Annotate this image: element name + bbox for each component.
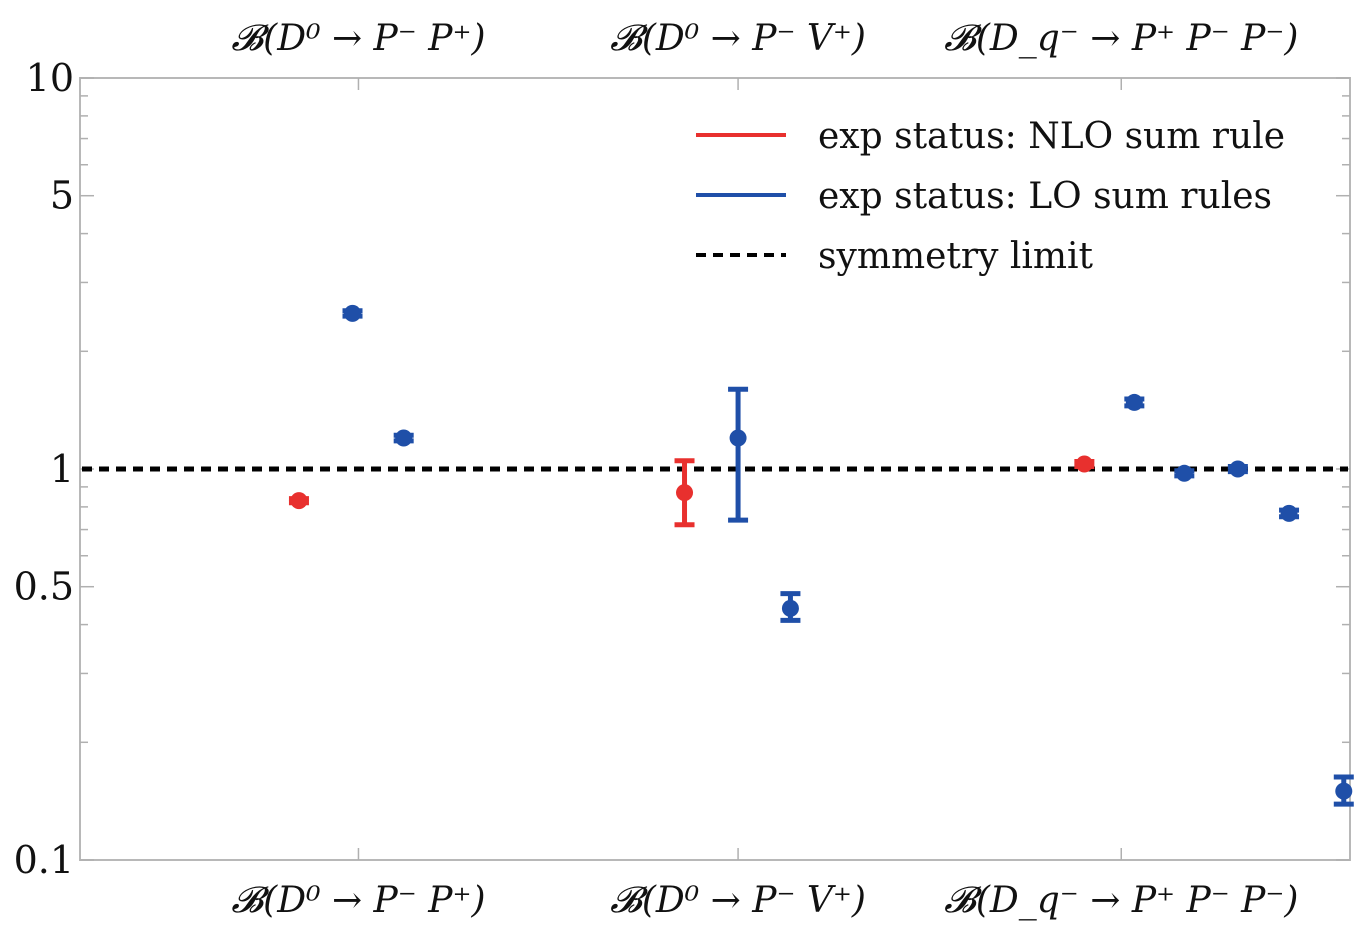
data-point: [1174, 464, 1195, 482]
marker: [1075, 455, 1093, 473]
marker: [1280, 504, 1298, 522]
legend-label: exp status: NLO sum rule: [818, 116, 1285, 157]
category-label-bottom: 𝓑(D⁰ → P⁻ P⁺): [231, 880, 485, 921]
data-point: [1333, 774, 1354, 807]
data-point: [1074, 455, 1095, 473]
marker: [1229, 460, 1247, 478]
bottom-category-labels: 𝓑(D⁰ → P⁻ P⁺) 𝓑(D⁰ → P⁻ V⁺) 𝓑(D_q⁻ → P⁺ P⁻…: [231, 880, 1298, 921]
y-tick-label: 0.1: [14, 838, 74, 882]
data-point: [1279, 504, 1300, 522]
marker: [781, 599, 799, 617]
data-point: [674, 458, 695, 528]
marker: [729, 429, 747, 447]
data-point: [342, 304, 363, 322]
top-category-labels: 𝓑(D⁰ → P⁻ P⁺) 𝓑(D⁰ → P⁻ V⁺) 𝓑(D_q⁻ → P⁺ P⁻…: [231, 18, 1298, 59]
legend-label: exp status: LO sum rules: [818, 176, 1272, 217]
data-point: [1124, 393, 1145, 411]
legend: exp status: NLO sum rule exp status: LO s…: [696, 116, 1285, 277]
marker: [1335, 782, 1353, 800]
category-label-bottom: 𝓑(D⁰ → P⁻ V⁺): [610, 880, 866, 921]
marker: [395, 429, 413, 447]
legend-label: symmetry limit: [818, 236, 1094, 277]
data-point: [780, 591, 801, 623]
marker: [290, 492, 308, 510]
data-point: [728, 386, 749, 523]
marker: [676, 484, 694, 502]
data-points: [288, 304, 1354, 807]
marker: [344, 304, 362, 322]
data-point: [1227, 460, 1248, 478]
marker: [1175, 464, 1193, 482]
y-tick-label: 10: [26, 56, 74, 100]
category-label-top: 𝓑(D⁰ → P⁻ P⁺): [231, 18, 485, 59]
category-label-top: 𝓑(D⁰ → P⁻ V⁺): [610, 18, 866, 59]
marker: [1125, 393, 1143, 411]
y-tick-label: 1: [50, 447, 74, 491]
category-label-bottom: 𝓑(D_q⁻ → P⁺ P⁻ P⁻): [944, 880, 1298, 921]
data-point: [288, 492, 309, 510]
category-label-top: 𝓑(D_q⁻ → P⁺ P⁻ P⁻): [944, 18, 1298, 59]
y-tick-label: 5: [50, 174, 74, 218]
data-point: [393, 429, 414, 447]
y-tick-label: 0.5: [14, 565, 74, 609]
